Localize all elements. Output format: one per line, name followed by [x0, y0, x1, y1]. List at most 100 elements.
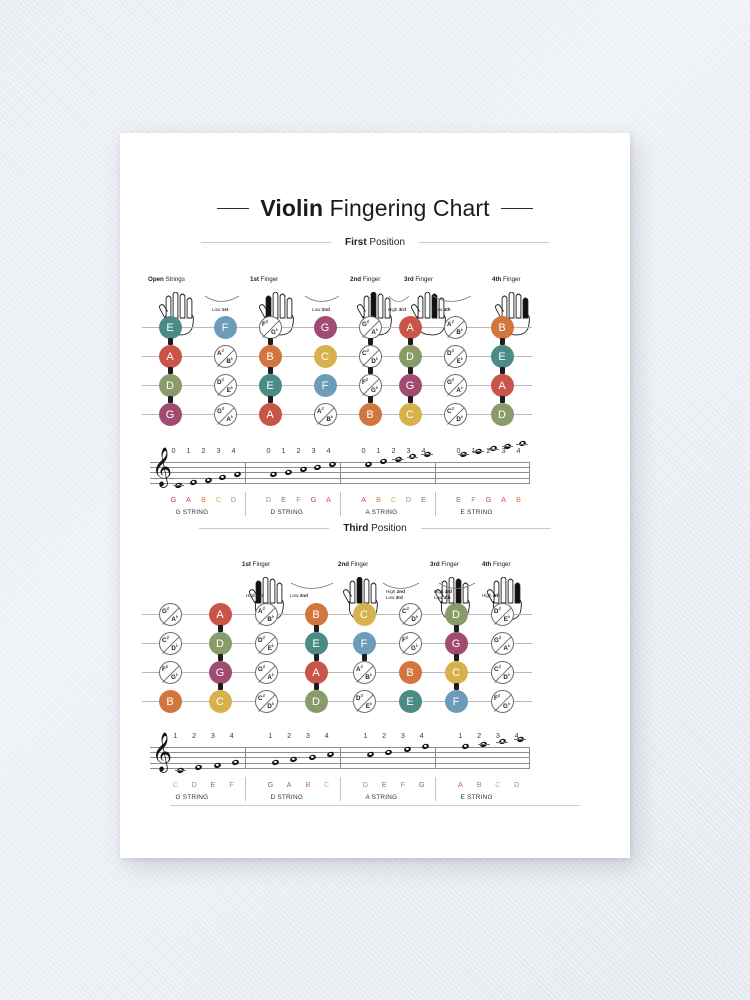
third-position-finger-header-3: 4th Finger: [482, 561, 511, 568]
note-D[interactable]: D: [398, 345, 422, 368]
note-B[interactable]: B: [398, 661, 422, 684]
note-G[interactable]: G: [398, 374, 422, 397]
note-Asharp-Bflat[interactable]: A♯ B♭: [254, 603, 278, 626]
third-position-qualifier-2: High 2nd Low 3rd: [386, 589, 405, 601]
note-Fsharp-Gflat[interactable]: F♯ G♭: [158, 661, 182, 684]
note-A[interactable]: A: [490, 374, 514, 397]
note-name: D: [514, 779, 520, 789]
fret-marker: [499, 337, 505, 345]
note-F[interactable]: F: [352, 632, 376, 655]
note-head: [231, 759, 240, 766]
string-label: A STRING: [365, 508, 398, 516]
note-Csharp-Dflat[interactable]: C♯ D♭: [490, 661, 514, 684]
note-Csharp-Dflat[interactable]: C♯ D♭: [398, 603, 422, 626]
note-Csharp-Dflat[interactable]: C♯ D♭: [358, 345, 382, 368]
note-Csharp-Dflat[interactable]: C♯ D♭: [443, 403, 467, 426]
note-G[interactable]: G: [444, 632, 468, 655]
note-B[interactable]: B: [258, 345, 282, 368]
note-sharp-label: F♯: [262, 319, 269, 329]
note-Csharp-Dflat[interactable]: C♯ D♭: [254, 690, 278, 713]
fret-marker: [267, 395, 273, 403]
note-D[interactable]: D: [158, 374, 182, 397]
note-flat-label: A♭: [171, 613, 178, 623]
fret-marker: [217, 682, 223, 690]
note-Asharp-Bflat[interactable]: A♯ B♭: [313, 403, 337, 426]
note-name: E: [421, 494, 426, 504]
finger-number: 1: [458, 731, 463, 740]
third-position-qualifier-3: High 3rd Low 4th: [434, 589, 452, 601]
note-flat-label: G♭: [411, 642, 418, 652]
staff-line: [150, 767, 530, 769]
note-D[interactable]: D: [444, 603, 468, 626]
finger-number-row: 0 1 2 3 4: [166, 446, 241, 455]
note-B[interactable]: B: [304, 603, 328, 626]
note-Gsharp-Aflat[interactable]: G♯ A♭: [213, 403, 237, 426]
note-flat-label: E♭: [456, 355, 463, 365]
note-Asharp-Bflat[interactable]: A♯ B♭: [352, 661, 376, 684]
note-Gsharp-Aflat[interactable]: G♯ A♭: [254, 661, 278, 684]
note-F[interactable]: F: [444, 690, 468, 713]
note-C[interactable]: C: [444, 661, 468, 684]
note-sharp-label: C♯: [447, 406, 454, 416]
note-flat-label: D♭: [411, 613, 418, 623]
string-label: E STRING: [460, 793, 493, 801]
note-Fsharp-Gflat[interactable]: F♯ G♭: [490, 690, 514, 713]
note-Fsharp-Gflat[interactable]: F♯ G♭: [258, 316, 282, 339]
finger-number: 1: [173, 731, 178, 740]
note-Dsharp-Eflat[interactable]: D♯ E♭: [213, 374, 237, 397]
note-C[interactable]: C: [208, 690, 232, 713]
note-E[interactable]: E: [398, 690, 422, 713]
string-line-A: [142, 356, 532, 357]
note-A[interactable]: A: [398, 316, 422, 339]
note-flat-label: D♭: [456, 413, 463, 423]
note-Gsharp-Aflat[interactable]: G♯ A♭: [490, 632, 514, 655]
note-E[interactable]: E: [304, 632, 328, 655]
note-name: A: [186, 494, 191, 504]
note-flat-label: G♭: [171, 671, 178, 681]
note-Fsharp-Gflat[interactable]: F♯ G♭: [398, 632, 422, 655]
fret-marker: [407, 337, 413, 345]
note-E[interactable]: E: [158, 316, 182, 339]
note-B[interactable]: B: [490, 316, 514, 339]
note-E[interactable]: E: [490, 345, 514, 368]
note-F[interactable]: F: [213, 316, 237, 339]
note-F[interactable]: F: [313, 374, 337, 397]
note-flat-label: B♭: [326, 413, 333, 423]
note-D[interactable]: D: [304, 690, 328, 713]
section-rule-right: [419, 242, 550, 243]
note-A[interactable]: A: [304, 661, 328, 684]
note-Gsharp-Aflat[interactable]: G♯ A♭: [158, 603, 182, 626]
note-A[interactable]: A: [158, 345, 182, 368]
note-A[interactable]: A: [208, 603, 232, 626]
note-D[interactable]: D: [490, 403, 514, 426]
note-D[interactable]: D: [208, 632, 232, 655]
note-C[interactable]: C: [352, 603, 376, 626]
note-Dsharp-Eflat[interactable]: D♯ E♭: [254, 632, 278, 655]
note-Fsharp-Gflat[interactable]: F♯ G♭: [358, 374, 382, 397]
note-Asharp-Bflat[interactable]: A♯ B♭: [213, 345, 237, 368]
note-G[interactable]: G: [313, 316, 337, 339]
title-text: Violin Fingering Chart: [260, 195, 490, 221]
note-E[interactable]: E: [258, 374, 282, 397]
finger-number: 4: [324, 731, 329, 740]
note-sharp-label: G♯: [162, 606, 170, 616]
note-Csharp-Dflat[interactable]: C♯ D♭: [158, 632, 182, 655]
note-Dsharp-Eflat[interactable]: D♯ E♭: [490, 603, 514, 626]
note-Gsharp-Aflat[interactable]: G♯ A♭: [443, 374, 467, 397]
third-position-staff: 1 2 3 4 1 2 3 4 1 2 3 4 1 2 3 4 𝄞 C D E F G A B C D E F G A B C D G STRIN…: [150, 731, 530, 823]
note-Dsharp-Eflat[interactable]: D♯ E♭: [443, 345, 467, 368]
finger-number: 4: [231, 446, 236, 455]
note-Dsharp-Eflat[interactable]: D♯ E♭: [352, 690, 376, 713]
ledger-line: [421, 454, 433, 455]
string-separator: [340, 491, 341, 516]
note-Asharp-Bflat[interactable]: A♯ B♭: [443, 316, 467, 339]
note-G[interactable]: G: [158, 403, 182, 426]
note-B[interactable]: B: [158, 690, 182, 713]
note-B[interactable]: B: [358, 403, 382, 426]
note-G[interactable]: G: [208, 661, 232, 684]
note-A[interactable]: A: [258, 403, 282, 426]
first-position-staff: 01234012340123401234𝄞GABCDDEFGAABCDEEFGA…: [150, 440, 530, 538]
note-Gsharp-Aflat[interactable]: G♯ A♭: [358, 316, 382, 339]
note-C[interactable]: C: [313, 345, 337, 368]
note-C[interactable]: C: [398, 403, 422, 426]
